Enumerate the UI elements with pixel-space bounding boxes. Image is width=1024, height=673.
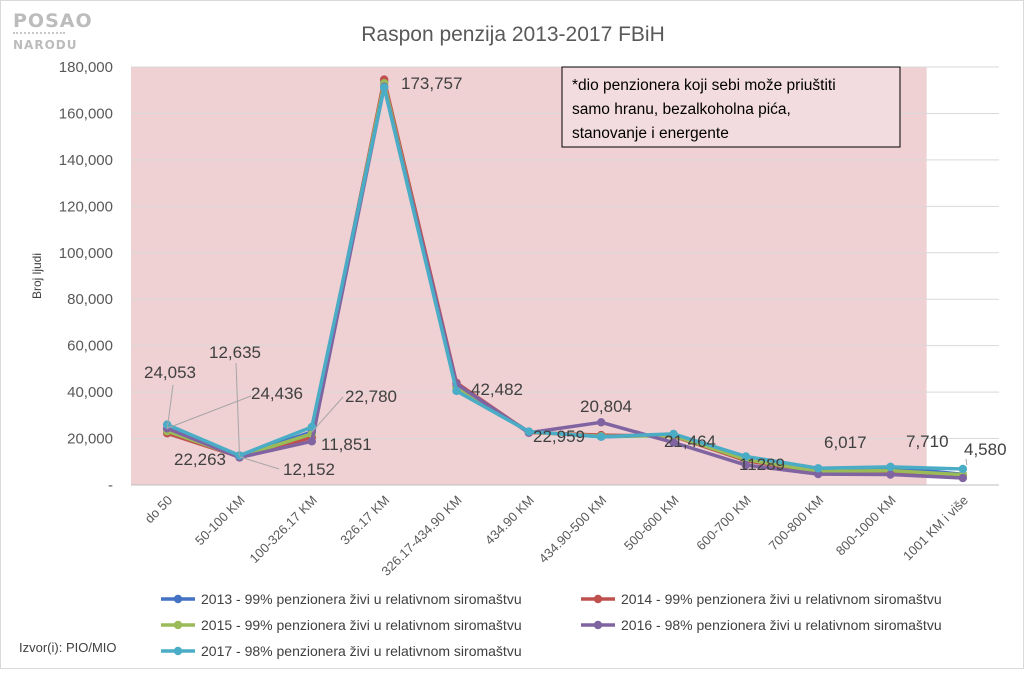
y-tick-label: 80,000 (67, 291, 113, 308)
label-leader-line (311, 396, 344, 433)
data-point (307, 437, 317, 446)
data-label: 24,053 (144, 363, 196, 382)
x-tick-label: 326.17 KM (337, 493, 392, 548)
legend-label: 2015 - 99% penzionera živi u relativnom … (201, 617, 522, 633)
legend-swatch-marker (593, 620, 603, 630)
x-tick-label: 600-700 KM (693, 493, 754, 554)
x-tick-label: 100-326.17 KM (246, 493, 319, 566)
legend-swatch-marker (173, 620, 183, 630)
x-tick-label: 326.17-434.90 KM (378, 493, 464, 579)
data-point (886, 462, 895, 472)
y-tick-label: 20,000 (67, 431, 113, 448)
data-point (669, 429, 678, 439)
series-lines (162, 75, 968, 483)
legend-swatch-marker (173, 646, 183, 656)
data-point (741, 452, 751, 461)
data-point (596, 418, 606, 427)
y-tick-label: 60,000 (67, 338, 113, 355)
x-tick-label: 1001 KM i više (900, 493, 971, 564)
y-axis-ticks: - 20,000 40,000 60,000 80,000 100,000 120,000 1… (59, 59, 113, 494)
data-label: 4,580 (964, 440, 1007, 459)
legend-entry: 2015 - 99% penzionera živi u relativnom … (161, 617, 522, 633)
data-point (596, 432, 606, 441)
data-point (307, 422, 317, 432)
legend-entry: 2017 - 98% penzionera živi u relativnom … (161, 643, 522, 659)
legend-entry: 2014 - 99% penzionera živi u relativnom … (581, 591, 942, 607)
y-tick-label: 100,000 (59, 245, 113, 262)
label-leader-line (235, 362, 240, 456)
x-tick-label: do 50 (142, 493, 176, 527)
x-tick-label: 500-600 KM (621, 493, 682, 554)
data-label: 11,851 (321, 435, 372, 454)
y-tick-label: 160,000 (59, 105, 113, 122)
legend-swatch-marker (173, 594, 183, 604)
data-label: 42,482 (471, 380, 523, 399)
data-point (379, 83, 389, 92)
data-label: 22,780 (345, 387, 397, 406)
y-tick-label: 120,000 (59, 198, 113, 215)
data-label: 24,436 (251, 384, 303, 403)
data-label: 7,710 (906, 432, 949, 451)
data-label: 21,464 (664, 432, 716, 451)
data-label: 6,017 (824, 433, 867, 452)
data-point (958, 464, 968, 474)
highlight-note: *dio penzionera koji sebi može priuštiti… (561, 66, 901, 148)
data-label: 11289 (739, 455, 785, 474)
chart-title: Raspon penzija 2013-2017 FBiH (361, 23, 665, 46)
legend-label: 2016 - 98% penzionera živi u relativnom … (621, 617, 942, 633)
label-leader-line (166, 384, 174, 430)
label-leader-line (239, 456, 280, 470)
data-label: 22,959 (533, 427, 585, 446)
data-point (162, 420, 172, 429)
data-label: 173,757 (401, 74, 462, 93)
data-point (669, 438, 678, 447)
x-tick-label: 800-1000 KM (833, 493, 899, 559)
legend-label: 2017 - 98% penzionera živi u relativnom … (201, 643, 522, 659)
x-tick-label: 50-100 KM (192, 493, 248, 549)
data-point (813, 469, 823, 479)
x-tick-label: 700-800 KM (766, 493, 827, 554)
data-point (741, 460, 751, 470)
y-tick-label: 140,000 (59, 152, 113, 169)
label-leader-lines (166, 362, 968, 470)
data-point (958, 473, 968, 483)
legend-entry: 2016 - 98% penzionera živi u relativnom … (581, 617, 942, 633)
data-point (886, 470, 895, 479)
y-tick-label: - (108, 477, 113, 494)
data-label: 22,263 (174, 450, 226, 469)
y-tick-label: 40,000 (67, 384, 113, 401)
label-leader-line (166, 395, 252, 429)
data-label: 12,635 (209, 343, 261, 362)
gridlines (131, 66, 999, 440)
data-labels: 24,053 22,263 12,635 24,436 12,152 22,780 11,8… (144, 74, 1007, 479)
posao-narodu-logo: POSAO NARODU (13, 10, 93, 52)
y-tick-label: 180,000 (59, 59, 113, 76)
legend-label: 2013 - 99% penzionera živi u relativnom … (201, 591, 522, 607)
highlight-note-text: *dio penzionera koji sebi može priuštiti… (572, 77, 836, 142)
source-note: Izvor(i): PIO/MIO (19, 640, 117, 655)
series-line (166, 85, 963, 471)
series-line (166, 84, 963, 480)
data-point (452, 386, 461, 396)
data-point (524, 427, 534, 436)
legend-label: 2014 - 99% penzionera živi u relativnom … (621, 591, 942, 607)
x-tick-label: 434.90 KM (482, 493, 537, 548)
data-label: 20,804 (580, 397, 632, 416)
legend-swatch-marker (593, 594, 603, 604)
data-point (813, 464, 823, 473)
legend: 2013 - 99% penzionera živi u relativnom … (161, 591, 942, 659)
label-leader-line (965, 458, 968, 466)
data-label: 12,152 (283, 460, 335, 479)
y-axis-label: Broj ljudi (30, 253, 44, 299)
legend-entry: 2013 - 99% penzionera živi u relativnom … (161, 591, 522, 607)
x-tick-label: 434.90-500 KM (536, 493, 609, 566)
